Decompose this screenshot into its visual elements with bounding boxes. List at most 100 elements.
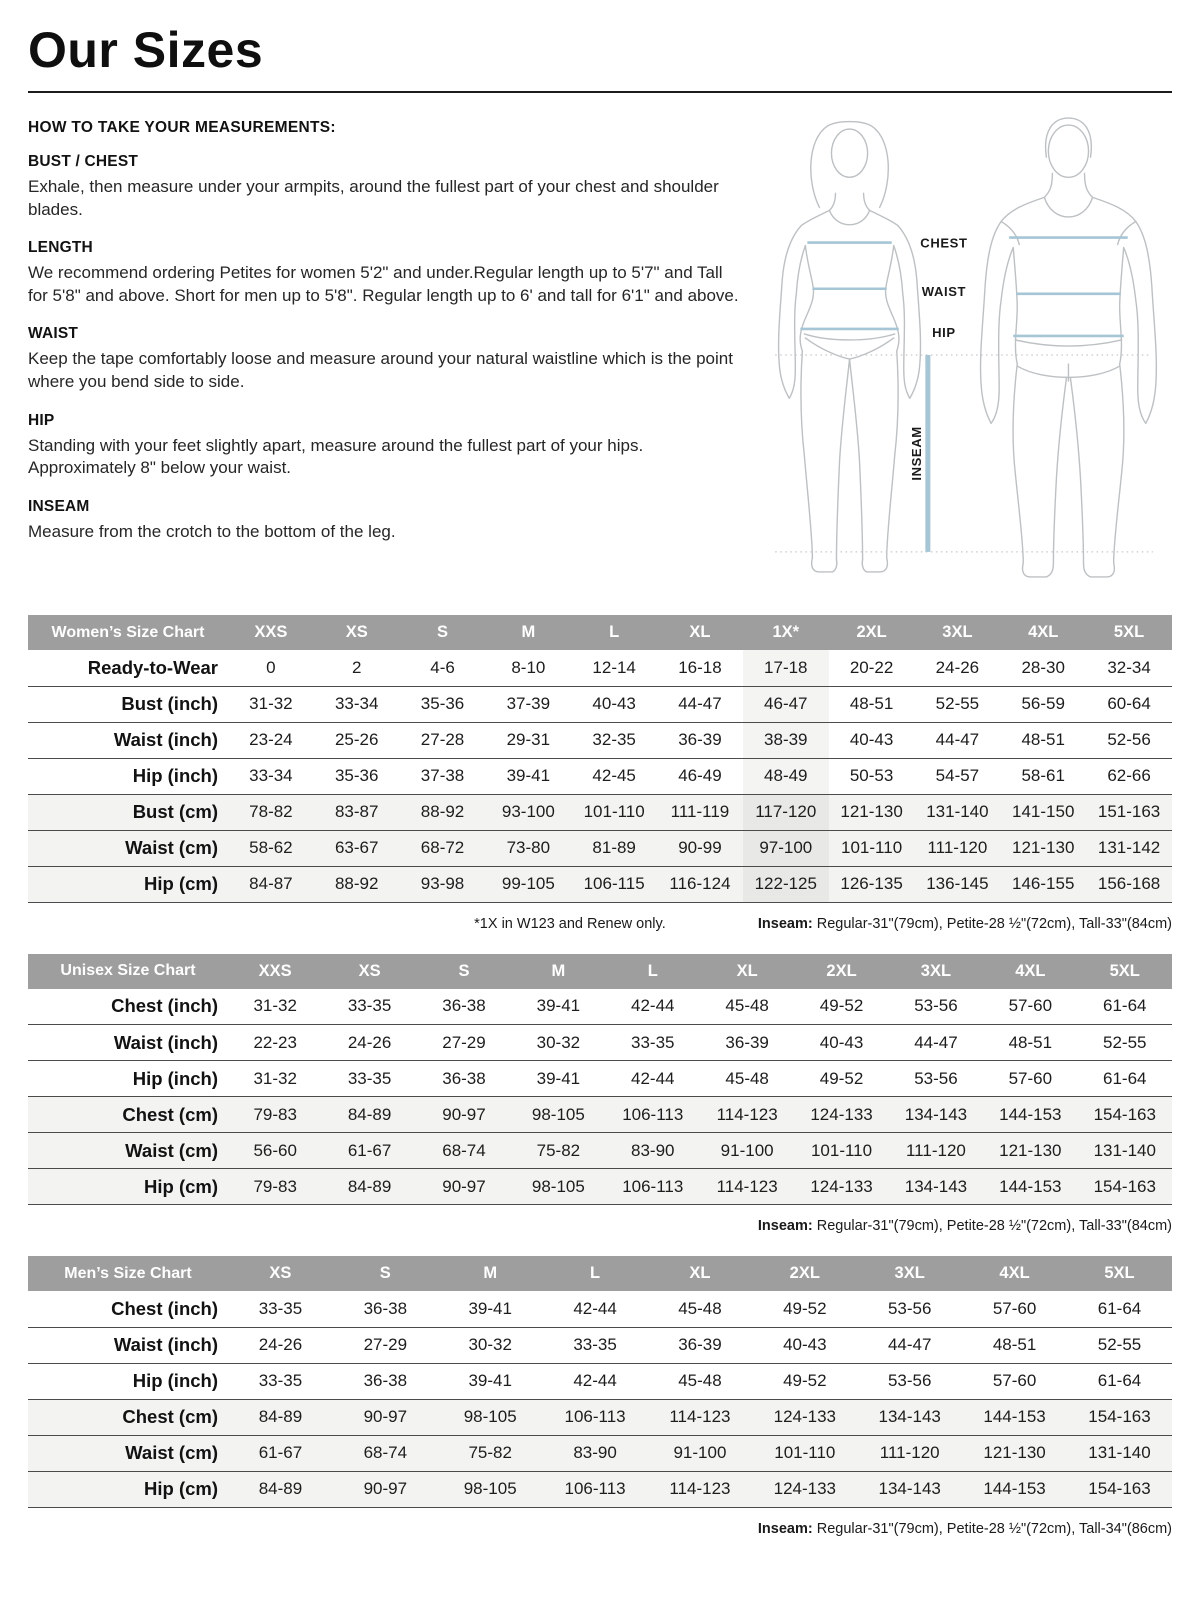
- size-cell: 68-74: [363, 1443, 408, 1462]
- size-cell: 45-48: [725, 996, 769, 1016]
- size-cell: 16-18: [678, 657, 722, 677]
- size-cell: 42-44: [631, 996, 675, 1016]
- chest-label: CHEST: [920, 236, 967, 251]
- size-cell: 36-39: [678, 1335, 722, 1354]
- inseam-footnote: Inseam: Regular-31"(79cm), Petite-28 ½"(…: [757, 1520, 1172, 1537]
- size-cell: 46-49: [678, 766, 722, 785]
- size-cell: 2: [351, 657, 362, 677]
- instruction-title: WAIST: [28, 325, 79, 343]
- size-column-header: M: [485, 615, 572, 650]
- size-cell: 56-59: [1021, 694, 1065, 713]
- page-header: Our Sizes: [28, 24, 1172, 93]
- size-cell: 106-113: [564, 1407, 626, 1426]
- table-row: Waist (cm) 58-62 63-67 68-72 73-80 81-89 90-99…: [28, 830, 1172, 866]
- size-cell: 45-48: [678, 1371, 722, 1390]
- size-cell: 83-90: [573, 1443, 617, 1462]
- size-cell: 61-64: [1103, 996, 1147, 1016]
- size-cell: 39-41: [506, 766, 551, 785]
- size-cell: 84-87: [249, 874, 293, 893]
- size-cell: 33-35: [347, 1068, 392, 1088]
- size-cell: 42-44: [573, 1371, 617, 1390]
- size-cell: 84-89: [347, 1176, 392, 1196]
- size-cell: 50-53: [849, 766, 894, 785]
- size-cell: 49-52: [819, 1068, 864, 1088]
- size-cell: 151-163: [1097, 802, 1161, 821]
- size-cell: 30-32: [468, 1335, 512, 1354]
- size-column-header: S: [399, 615, 486, 650]
- row-label: Hip (inch): [132, 765, 218, 786]
- row-label: Hip (inch): [132, 1067, 218, 1089]
- size-column-header: L: [542, 1256, 648, 1291]
- size-cell: 93-100: [501, 802, 555, 821]
- unisex-size-chart-block: Unisex Size Chart XXS XS S M L XL 2XL 3XL 4XL 5XL C…: [28, 953, 1172, 1234]
- table-row: Chest (inch) 31-32 33-35 36-38 39-41 42-44 45-…: [28, 988, 1172, 1025]
- size-cell: 73-80: [506, 838, 551, 857]
- size-cell: 33-35: [347, 996, 392, 1016]
- row-label: Chest (cm): [122, 1103, 218, 1125]
- womens-size-table: Women’s Size Chart XXS XS S M L XL 1X* 2XL 3XL 4XL…: [28, 615, 1172, 903]
- size-cell: 12-14: [592, 657, 636, 677]
- womens-size-chart-block: Women’s Size Chart XXS XS S M L XL 1X* 2XL 3XL 4XL…: [28, 615, 1172, 932]
- size-tables-area: Women’s Size Chart XXS XS S M L XL 1X* 2XL 3XL 4XL…: [28, 615, 1172, 1537]
- instruction-body: Exhale, then measure under your armpits,…: [28, 177, 719, 219]
- size-cell: 144-153: [983, 1479, 1046, 1498]
- table-row: Hip (cm) 84-87 88-92 93-98 99-105 106-115 116-…: [28, 866, 1172, 902]
- size-cell: 40-43: [592, 694, 636, 713]
- size-cell: 36-38: [442, 1068, 486, 1088]
- size-cell: 154-163: [1088, 1407, 1151, 1426]
- table-row: Hip (cm) 79-83 84-89 90-97 98-105 106-113 114-…: [28, 1168, 1172, 1205]
- size-column-header: XL: [647, 1256, 753, 1291]
- mens-size-table: Men’s Size Chart XS S M L XL 2XL 3XL 4XL 5XL Chest…: [28, 1256, 1172, 1508]
- size-cell: 53-56: [914, 1068, 958, 1088]
- row-label: Bust (inch): [121, 693, 218, 714]
- instruction-body: We recommend ordering Petites for women …: [28, 263, 739, 305]
- size-cell: 101-110: [774, 1443, 836, 1462]
- table-row: Bust (inch) 31-32 33-34 35-36 37-39 40-43 44-4…: [28, 686, 1172, 722]
- size-cell: 131-140: [1093, 1140, 1156, 1160]
- size-column-header: M: [511, 953, 606, 989]
- size-column-header: 3XL: [857, 1256, 963, 1291]
- size-cell: 99-105: [501, 874, 555, 893]
- size-cell: 58-61: [1021, 766, 1065, 785]
- size-cell: 57-60: [1008, 996, 1053, 1016]
- size-cell: 136-145: [926, 874, 989, 893]
- size-column-header: M: [437, 1256, 543, 1291]
- size-column-header: 5XL: [1067, 1256, 1172, 1291]
- table-title-cell: Men’s Size Chart: [28, 1256, 228, 1291]
- size-cell: 61-67: [258, 1443, 303, 1462]
- size-cell: 154-163: [1093, 1104, 1156, 1124]
- size-cell: 40-43: [819, 1032, 864, 1052]
- size-cell: 53-56: [914, 996, 958, 1016]
- size-cell: 61-64: [1097, 1298, 1142, 1318]
- size-cell: 106-113: [622, 1104, 684, 1124]
- table-row: Bust (cm) 78-82 83-87 88-92 93-100 101-110 111…: [28, 794, 1172, 830]
- size-cell: 56-60: [253, 1140, 297, 1160]
- size-cell: 45-48: [725, 1068, 769, 1088]
- size-cell: 98-105: [531, 1104, 585, 1124]
- size-cell: 31-32: [249, 694, 293, 713]
- size-cell: 93-98: [420, 874, 465, 893]
- size-cell: 48-51: [1008, 1032, 1053, 1052]
- hip-label: HIP: [932, 325, 956, 340]
- table-row: Hip (inch) 33-34 35-36 37-38 39-41 42-45 46-49…: [28, 758, 1172, 794]
- size-cell: 32-34: [1107, 657, 1151, 677]
- table-header-row: Men’s Size Chart XS S M L XL 2XL 3XL 4XL 5XL: [28, 1256, 1172, 1291]
- size-cell: 121-130: [1012, 838, 1075, 857]
- size-cell: 61-64: [1103, 1068, 1147, 1088]
- size-cell: 90-97: [363, 1407, 408, 1426]
- size-cell: 33-34: [249, 766, 293, 785]
- row-label: Ready-to-Wear: [87, 656, 218, 678]
- size-cell: 44-47: [914, 1032, 958, 1052]
- size-cell: 57-60: [992, 1298, 1037, 1318]
- size-cell: 98-105: [531, 1176, 585, 1196]
- size-cell: 84-89: [258, 1479, 303, 1498]
- size-cell: 0: [266, 657, 276, 677]
- table-row: Waist (cm) 61-67 68-74 75-82 83-90 91-100 101-…: [28, 1435, 1172, 1471]
- size-cell: 8-10: [511, 657, 546, 677]
- size-cell: 42-44: [631, 1068, 675, 1088]
- size-cell: 40-43: [783, 1335, 827, 1354]
- size-cell: 45-48: [678, 1298, 722, 1318]
- row-label: Chest (inch): [111, 1297, 218, 1319]
- size-cell: 62-66: [1107, 766, 1151, 785]
- size-cell: 90-97: [442, 1104, 486, 1124]
